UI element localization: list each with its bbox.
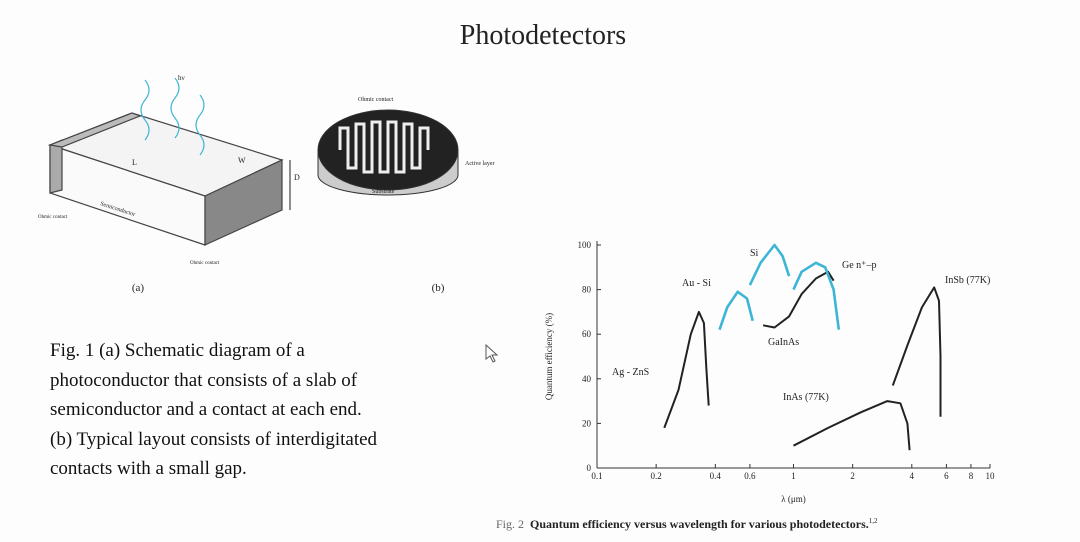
caption-prefix: Fig. 2 bbox=[496, 517, 524, 531]
curve bbox=[663, 310, 710, 429]
x-tick-label: 0.6 bbox=[744, 471, 756, 481]
x-tick-label: 1 bbox=[791, 471, 796, 481]
figure-2-caption: Fig. 2 Quantum efficiency versus waveleng… bbox=[496, 517, 878, 531]
x-tick-label: 0.1 bbox=[591, 471, 602, 481]
substrate-label: Substrate bbox=[372, 189, 395, 195]
x-tick-label: 0.2 bbox=[651, 471, 662, 481]
y-tick-label: 20 bbox=[582, 418, 592, 428]
curve-label: Ge n⁺–p bbox=[842, 260, 876, 271]
ohmic-left-label: Ohmic contact bbox=[38, 215, 68, 220]
x-tick-label: 4 bbox=[910, 471, 915, 481]
caption-line: contacts with a small gap. bbox=[50, 458, 247, 479]
y-tick-label: 40 bbox=[582, 374, 592, 384]
curve bbox=[891, 286, 942, 417]
curve-label: GaInAs bbox=[768, 337, 799, 348]
x-tick-label: 0.4 bbox=[710, 471, 722, 481]
cursor bbox=[485, 343, 499, 363]
curve-label: InAs (77K) bbox=[783, 392, 829, 403]
panel-b-label: (b) bbox=[432, 282, 445, 294]
curve bbox=[793, 400, 911, 451]
slab-diagram bbox=[47, 77, 291, 246]
curve bbox=[748, 243, 791, 286]
x-tick-label: 2 bbox=[850, 471, 855, 481]
curve bbox=[792, 261, 841, 330]
panel-a-label: (a) bbox=[132, 282, 145, 294]
caption-line: (b) Typical layout consists of interdigi… bbox=[50, 428, 378, 450]
caption-line: photoconductor that consists of a slab o… bbox=[50, 369, 358, 391]
caption-refs: 1,2 bbox=[869, 517, 878, 525]
caption-line: semiconductor and a contact at each end. bbox=[50, 399, 362, 420]
length-label: L bbox=[132, 158, 137, 167]
x-axis-label: λ (μm) bbox=[781, 494, 805, 504]
y-tick-label: 80 bbox=[582, 285, 592, 295]
width-label: W bbox=[238, 156, 246, 165]
x-tick-label: 6 bbox=[944, 471, 949, 481]
curve-label: Ag - ZnS bbox=[612, 367, 649, 378]
photon-label: hν bbox=[178, 74, 185, 82]
caption-line: Fig. 1 (a) Schematic diagram of a bbox=[50, 340, 305, 361]
x-tick-label: 10 bbox=[986, 471, 996, 481]
ohmic-right-label: Ohmic contact bbox=[190, 261, 220, 266]
figure-1-caption: Fig. 1 (a) Schematic diagram of a photoco… bbox=[50, 336, 377, 484]
y-tick-label: 100 bbox=[578, 240, 592, 250]
chart: 0 20 40 60 80 100 0.1 0.2 0.4 0.6 1 2 4 6 8 10 λ (μm) Qua… bbox=[496, 240, 995, 531]
y-tick-label: 60 bbox=[582, 329, 592, 339]
curve-label: InSb (77K) bbox=[945, 275, 990, 286]
caption-text: Quantum efficiency versus wavelength for… bbox=[530, 517, 869, 531]
disk-diagram bbox=[317, 109, 459, 196]
curve bbox=[718, 290, 754, 331]
ohmic-contact-b-label: Ohmic contact bbox=[358, 97, 393, 103]
slide-title: Photodetectors bbox=[460, 20, 626, 51]
depth-label: D bbox=[294, 173, 300, 182]
x-tick-label: 8 bbox=[969, 471, 974, 481]
curve-label: Si bbox=[750, 248, 759, 259]
curve-label: Au - Si bbox=[682, 278, 711, 289]
y-tick-label: 0 bbox=[587, 463, 592, 473]
y-axis-label: Quantum efficiency (%) bbox=[544, 313, 554, 400]
active-layer-label: Active layer bbox=[465, 161, 494, 167]
